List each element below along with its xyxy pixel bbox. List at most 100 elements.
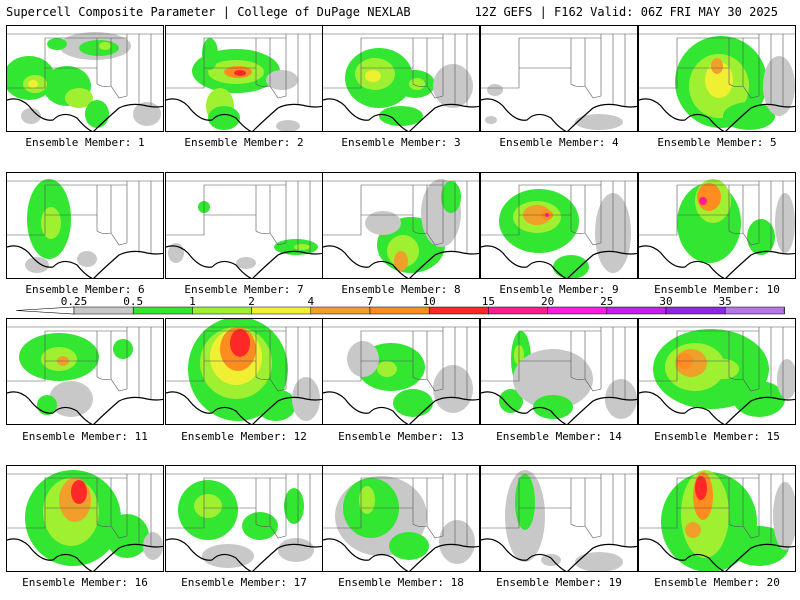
scp-contour-blob [377,361,397,377]
ensemble-member-caption: Ensemble Member: 1 [25,136,145,149]
ensemble-member-map [638,172,796,279]
state-border [412,478,428,527]
state-border [584,378,602,392]
scp-contour-map [481,33,637,131]
state-border [412,38,428,87]
state-border [110,232,128,246]
scp-contour-map [166,319,322,424]
gulf-coastline [639,538,795,571]
gulf-coastline [166,538,322,571]
scp-contour-blob [230,329,250,357]
scp-contour-map [166,473,322,571]
scp-contour-map [323,33,479,131]
ensemble-member-map [638,25,796,132]
gulf-coastline [481,245,637,278]
state-border [7,330,127,382]
scp-contour-blob [441,181,461,213]
ensemble-member-map [6,465,164,572]
state-border [166,184,286,236]
gulf-coastline [481,98,637,131]
scp-contour-blob [685,522,701,538]
state-border [269,85,287,99]
legend-tick-label: 0.5 [123,295,144,308]
state-border [7,37,127,89]
state-border [166,477,286,529]
ensemble-member-map [480,172,638,279]
scp-contour-blob [365,211,401,235]
scp-contour-blob [37,395,57,415]
scp-contour-blob [234,70,246,76]
gulf-coastline [166,245,322,278]
ensemble-member-caption: Ensemble Member: 16 [22,576,148,589]
scp-contour-map [481,470,637,571]
scp-contour-map [323,326,479,424]
scp-contour-blob [553,255,589,278]
state-border [728,185,744,234]
state-border [742,525,760,539]
ensemble-member-caption: Ensemble Member: 5 [657,136,777,149]
legend-tick-label: 2 [248,295,255,308]
scp-contour-map [166,33,322,131]
legend-color-segment [488,306,548,315]
scp-contour-blob [278,538,314,562]
state-border [426,525,444,539]
ensemble-member-map [480,465,638,572]
legend-tick-label: 35 [718,295,732,308]
scp-contour-blob [25,257,49,273]
scp-contour-blob [41,207,61,239]
gulf-coastline [481,538,637,571]
state-border [412,185,428,234]
state-border [255,478,271,527]
state-border [96,331,112,380]
scp-contour-blob [194,494,222,518]
gulf-coastline [481,391,637,424]
ensemble-member-caption: Ensemble Member: 10 [654,283,780,296]
scp-contour-blob [143,532,163,560]
scp-contour-blob [747,219,775,255]
state-border [742,85,760,99]
scp-contour-map [639,470,795,571]
scp-contour-blob [705,62,733,98]
scp-contour-blob [729,526,789,566]
ensemble-member-caption: Ensemble Member: 19 [496,576,622,589]
scp-contour-blob [533,395,573,419]
scp-contour-blob [575,552,623,571]
gulf-coastline [7,538,163,571]
legend-color-segment [73,306,134,315]
legend-tick-label: 20 [540,295,555,308]
scp-contour-map [481,180,637,278]
scp-contour-blob [79,40,119,56]
scp-contour-blob [202,544,254,568]
ensemble-member-caption: Ensemble Member: 7 [184,283,304,296]
scp-contour-blob [485,116,497,124]
gulf-coastline [639,245,795,278]
state-border [742,232,760,246]
scp-contour-blob [575,114,623,130]
ensemble-member-map [638,465,796,572]
ensemble-member-map [165,172,323,279]
state-border [96,478,112,527]
gulf-coastline [166,98,322,131]
state-border [639,37,759,89]
ensemble-member-caption: Ensemble Member: 4 [499,136,619,149]
state-border [481,330,601,382]
legend-tick-label: 15 [481,295,496,308]
legend-colorbar [15,306,785,315]
state-border [639,330,759,382]
state-border [255,331,271,380]
ensemble-member-map [480,318,638,425]
scp-contour-blob [266,70,298,90]
scp-contour-blob [202,38,218,70]
gulf-coastline [7,245,163,278]
state-border [584,525,602,539]
ensemble-member-map [638,318,796,425]
state-border [323,330,443,382]
legend-tick-label: 7 [366,295,374,308]
ensemble-member-map [6,25,164,132]
scp-contour-blob [394,251,408,271]
legend-underflow-arrow [15,306,75,315]
state-border [728,38,744,87]
scp-contour-blob [256,389,296,421]
scp-contour-blob [99,42,111,50]
state-border [7,184,127,236]
